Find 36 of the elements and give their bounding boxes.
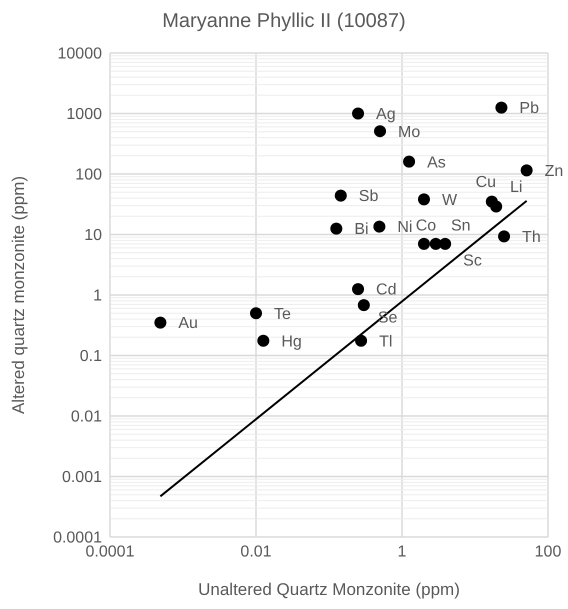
x-tick-label: 0.01 <box>240 543 272 560</box>
data-label: Te <box>274 306 291 323</box>
y-tick-label: 10 <box>84 227 102 244</box>
y-tick-label: 1 <box>93 288 102 305</box>
data-label: Th <box>522 229 541 246</box>
data-label: Li <box>510 179 522 196</box>
data-label: Hg <box>281 333 302 350</box>
data-label: Mo <box>398 124 420 141</box>
y-tick-label: 1000 <box>66 106 102 124</box>
y-tick-label: 0.1 <box>80 348 102 366</box>
data-label: Se <box>378 310 398 327</box>
data-label: W <box>442 192 458 210</box>
data-label: Sn <box>450 217 471 234</box>
x-tick-label: 100 <box>534 543 562 560</box>
y-tick-label: 0.001 <box>62 469 102 486</box>
y-tick-label: 100 <box>75 166 102 184</box>
data-label: Ag <box>376 106 396 124</box>
data-label: Tl <box>379 333 392 350</box>
y-axis-title: Altered quartz monzonite (ppm) <box>9 176 28 414</box>
x-tick-label: 1 <box>398 543 407 560</box>
data-label: Pb <box>519 100 540 118</box>
data-label: Co <box>416 217 436 234</box>
data-label: As <box>427 154 446 172</box>
y-tick-label: 10000 <box>58 46 102 63</box>
chart-title: Maryanne Phyllic II (10087) <box>161 9 407 34</box>
y-tick-label: 0.01 <box>70 408 102 426</box>
data-label: Sb <box>358 188 378 206</box>
data-label: Sc <box>463 252 482 270</box>
x-axis-title: Unaltered Quartz Monzonite (ppm) <box>198 580 460 599</box>
data-label: Cu <box>476 174 496 192</box>
data-label: Ni <box>397 219 412 236</box>
data-label: Cd <box>376 282 397 299</box>
data-label: Bi <box>354 221 369 238</box>
y-tick-label: 0.0001 <box>53 530 102 547</box>
data-label: Zn <box>544 162 564 180</box>
data-label: Au <box>178 315 198 332</box>
